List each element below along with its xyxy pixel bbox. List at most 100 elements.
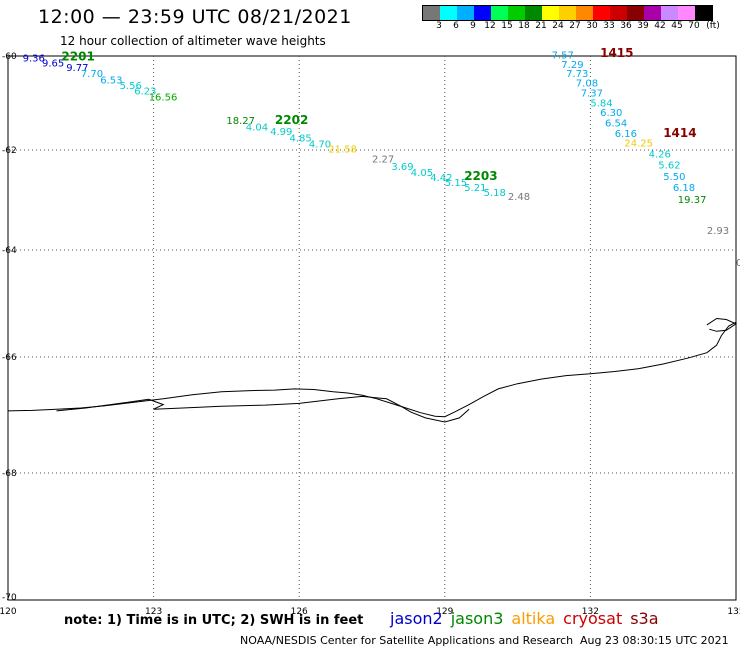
colorbar-swatch bbox=[661, 6, 678, 20]
wave-height-reading: 9.77 bbox=[66, 63, 88, 74]
colorbar-swatch bbox=[542, 6, 559, 20]
wave-height-reading: 7.73 bbox=[566, 69, 588, 80]
colorbar-swatch bbox=[576, 6, 593, 20]
colorbar-label: 6 bbox=[453, 21, 459, 31]
footer-note: note: 1) Time is in UTC; 2) SWH is in fe… bbox=[64, 613, 364, 628]
wave-height-reading: 3.69 bbox=[391, 162, 413, 173]
pass-time-label: 2203 bbox=[464, 169, 497, 183]
colorbar-label: 21 bbox=[535, 21, 547, 31]
colorbar-swatch bbox=[440, 6, 457, 20]
colorbar-label: 36 bbox=[620, 21, 632, 31]
colorbar-label: 39 bbox=[637, 21, 649, 31]
wave-height-reading: 0.9 bbox=[736, 258, 740, 269]
wave-height-reading: 4.70 bbox=[309, 140, 331, 151]
colorbar-label: 27 bbox=[569, 21, 581, 31]
wave-height-reading: 5.21 bbox=[464, 183, 486, 194]
wave-height-reading: 6.30 bbox=[600, 108, 622, 119]
wave-height-reading: 2.27 bbox=[372, 155, 394, 166]
colorbar-swatch bbox=[491, 6, 508, 20]
colorbar-swatch bbox=[627, 6, 644, 20]
colorbar-label: (ft) bbox=[706, 21, 720, 31]
wave-height-reading: 4.99 bbox=[270, 127, 292, 138]
colorbar-swatch bbox=[457, 6, 474, 20]
colorbar-label: 70 bbox=[688, 21, 700, 31]
wave-height-reading: 5.50 bbox=[663, 172, 685, 183]
wave-height-reading: 9.65 bbox=[42, 58, 64, 69]
wave-height-reading: 9.36 bbox=[23, 54, 45, 65]
satellite-legend-s3a: s3a bbox=[630, 609, 659, 628]
wave-height-reading: 2.48 bbox=[508, 192, 530, 203]
latitude-tick-label: -62 bbox=[2, 146, 17, 156]
colorbar-label: 45 bbox=[671, 21, 683, 31]
plot-frame bbox=[7, 55, 737, 601]
ice-shelf-outline bbox=[56, 395, 470, 423]
colorbar-swatch bbox=[593, 6, 610, 20]
wave-height-reading: 24.25 bbox=[624, 139, 653, 150]
wave-height-reading: 4.26 bbox=[649, 150, 671, 161]
pass-time-label: 1414 bbox=[663, 126, 696, 140]
colorbar-label: 12 bbox=[484, 21, 496, 31]
wave-height-reading: 5.84 bbox=[590, 98, 612, 109]
colorbar-label: 9 bbox=[470, 21, 476, 31]
satellite-legend: jason2 jason3 altika cryosat s3a bbox=[390, 609, 667, 628]
latitude-tick-label: -70 bbox=[2, 593, 17, 603]
longitude-tick-label: 135 bbox=[727, 607, 740, 617]
latitude-tick-label: -64 bbox=[2, 246, 17, 256]
longitude-tick-label: 123 bbox=[145, 607, 162, 617]
credit-line: NOAA/NESDIS Center for Satellite Applica… bbox=[240, 634, 574, 647]
wave-height-reading: 4.04 bbox=[246, 122, 268, 133]
wave-height-reading: 7.57 bbox=[552, 50, 574, 61]
wave-height-reading: 7.08 bbox=[576, 79, 598, 90]
colorbar-swatch bbox=[644, 6, 661, 20]
colorbar-swatch bbox=[508, 6, 525, 20]
wave-height-colorbar bbox=[422, 5, 713, 21]
colorbar-swatch bbox=[474, 6, 491, 20]
pass-time-label: 2202 bbox=[275, 113, 308, 127]
longitude-tick-label: 120 bbox=[0, 607, 17, 617]
wave-height-reading: 6.16 bbox=[615, 129, 637, 140]
wave-height-reading: 5.15 bbox=[445, 178, 467, 189]
longitude-tick-label: 129 bbox=[436, 607, 453, 617]
colorbar-labels: 3 6 9 12 15 18 21 24 27 30 33 36 39 42 45 70 (ft) bbox=[422, 21, 740, 33]
satellite-legend-jason3: jason3 bbox=[450, 609, 504, 628]
map-title: 12:00 — 23:59 UTC 08/21/2021 bbox=[38, 6, 352, 28]
antarctic-coastline bbox=[7, 321, 737, 418]
latitude-tick-label: -60 bbox=[2, 52, 17, 62]
wave-height-reading: 4.42 bbox=[430, 173, 452, 184]
colorbar-swatch bbox=[559, 6, 576, 20]
latitude-tick-label: -68 bbox=[2, 469, 17, 479]
coastline-feature bbox=[706, 317, 738, 332]
longitude-tick-label: 132 bbox=[582, 607, 599, 617]
latitude-tick-label: -66 bbox=[2, 353, 17, 363]
wave-height-reading: 19.37 bbox=[678, 195, 707, 206]
wave-height-reading: 4.05 bbox=[411, 168, 433, 179]
satellite-legend-cryosat: cryosat bbox=[563, 609, 623, 628]
colorbar-label: 30 bbox=[586, 21, 598, 31]
colorbar-swatch bbox=[525, 6, 542, 20]
colorbar-swatch bbox=[423, 6, 440, 20]
colorbar-label: 24 bbox=[552, 21, 564, 31]
colorbar-label: 15 bbox=[501, 21, 513, 31]
wave-height-reading: 18.27 bbox=[226, 116, 255, 127]
wave-height-reading: 6.53 bbox=[100, 75, 122, 86]
wave-height-reading: 7.37 bbox=[581, 88, 603, 99]
wave-height-reading: 16.56 bbox=[149, 93, 178, 104]
wave-height-reading: 4.85 bbox=[290, 134, 312, 145]
satellite-legend-altika: altika bbox=[511, 609, 556, 628]
wave-height-reading: 5.62 bbox=[658, 161, 680, 172]
map-subtitle: 12 hour collection of altimeter wave hei… bbox=[60, 34, 326, 48]
satellite-legend-jason2: jason2 bbox=[390, 609, 443, 628]
wave-height-reading: 5.56 bbox=[120, 81, 142, 92]
wave-height-reading: 6.23 bbox=[134, 87, 156, 98]
pass-time-label: 1415 bbox=[600, 46, 633, 60]
wave-height-reading: 21.58 bbox=[328, 145, 357, 156]
colorbar-swatch bbox=[610, 6, 627, 20]
pass-time-label: 2201 bbox=[61, 50, 94, 64]
wave-height-reading: 7.70 bbox=[81, 69, 103, 80]
colorbar-swatch bbox=[695, 6, 712, 20]
wave-height-reading: 5.18 bbox=[484, 188, 506, 199]
wave-height-reading: 2.93 bbox=[707, 226, 729, 237]
colorbar-label: 18 bbox=[518, 21, 530, 31]
